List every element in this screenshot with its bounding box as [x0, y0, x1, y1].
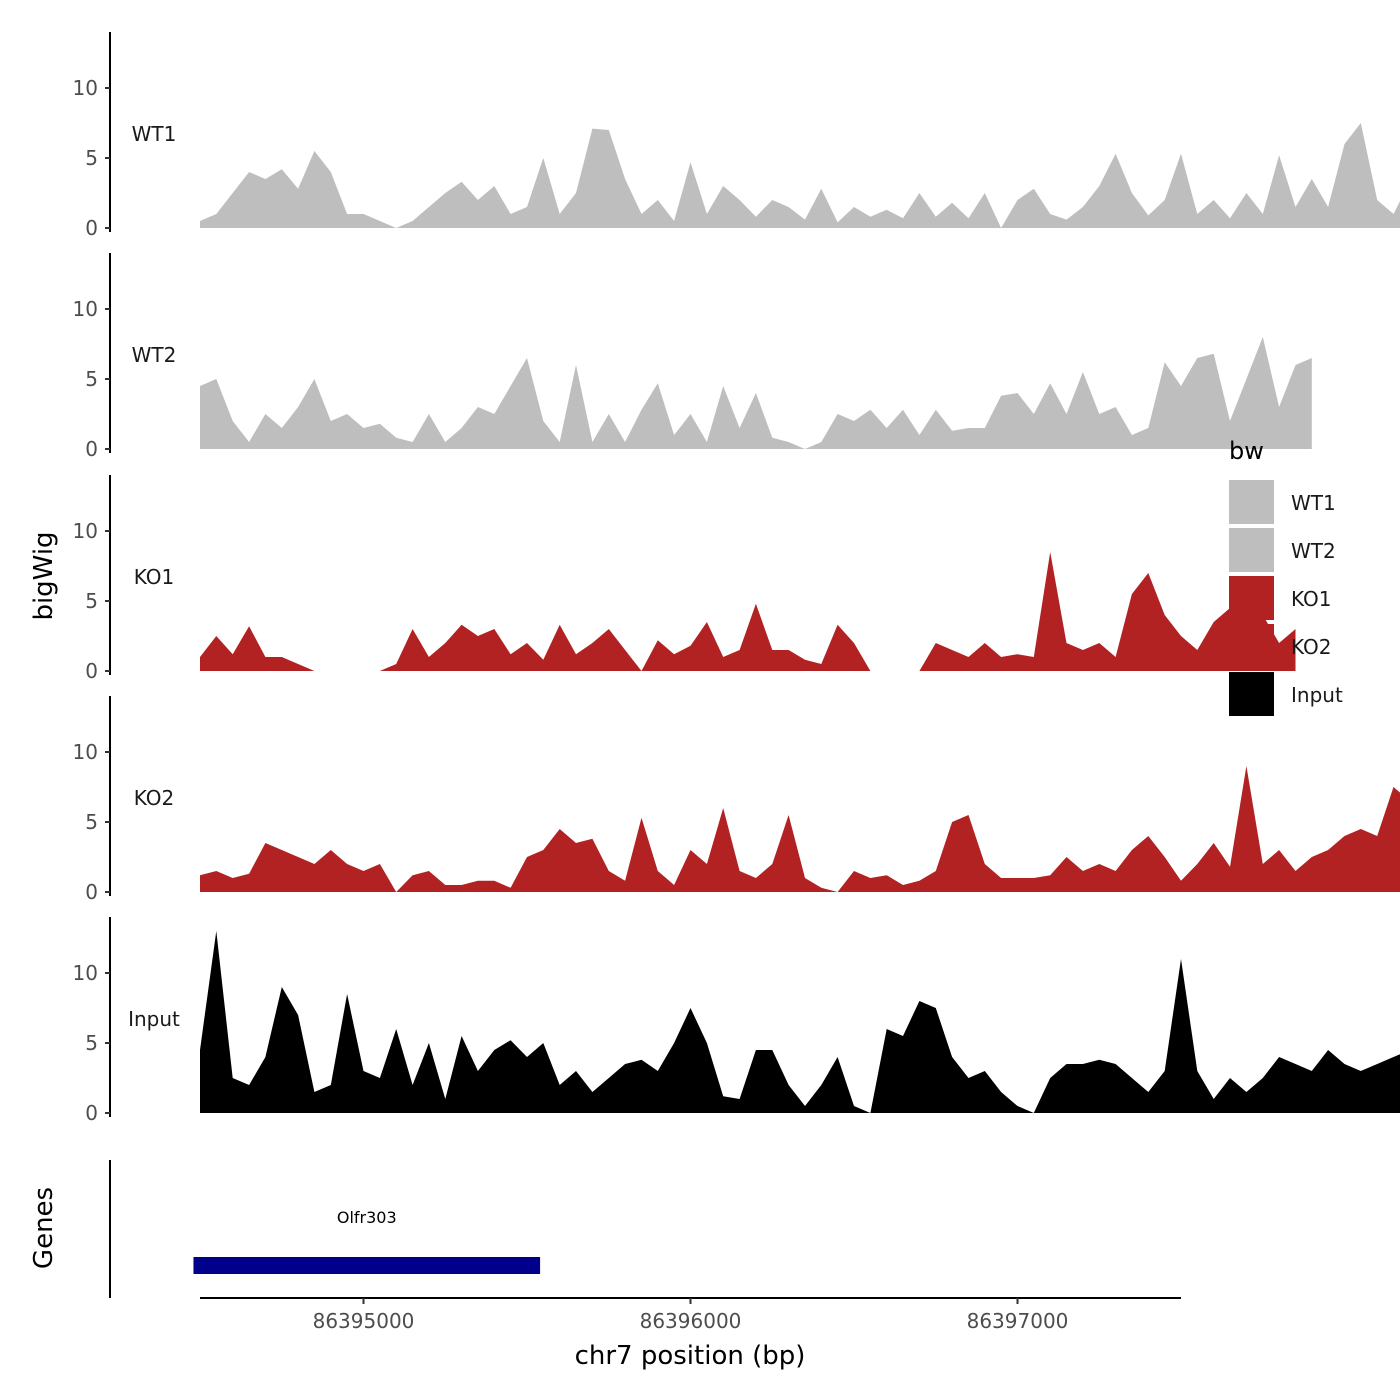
- track-label-wt1: WT1: [132, 122, 177, 146]
- coverage-area-ko2: [200, 766, 1400, 892]
- gene-olfr303: Olfr303: [193, 1208, 541, 1274]
- gene-body: [193, 1257, 541, 1274]
- track-label-wt2: WT2: [132, 343, 177, 367]
- y-tick-label-wt1: 10: [73, 76, 98, 100]
- y-tick-label-input: 5: [85, 1031, 98, 1055]
- y-tick-label-ko2: 5: [85, 810, 98, 834]
- bigwig-tracks: 0 5 10 WT1 0 5 10 WT2 0 5 10 KO1 0 5 10 KO2 0 5 10 Input: [73, 32, 1400, 1125]
- legend-swatch-ko1: [1229, 576, 1274, 620]
- y-tick-label-input: 0: [85, 1101, 98, 1125]
- coverage-area-ko1: [379, 603, 871, 671]
- track-input: 0 5 10 Input: [73, 917, 1400, 1125]
- legend-swatch-wt1: [1229, 480, 1274, 524]
- y-tick-label-wt2: 10: [73, 297, 98, 321]
- track-label-ko1: KO1: [134, 565, 175, 589]
- y-tick-label-ko2: 0: [85, 880, 98, 904]
- coverage-area-ko1: [200, 626, 315, 671]
- x-tick-label: 86397000: [967, 1309, 1069, 1333]
- y-tick-label-input: 10: [73, 961, 98, 985]
- x-tick-label: 86395000: [313, 1309, 415, 1333]
- track-wt1: 0 5 10 WT1: [73, 32, 1400, 240]
- legend-label-ko2: KO2: [1291, 635, 1332, 659]
- legend-label-ko1: KO1: [1291, 587, 1332, 611]
- x-axis: 86395000 86396000 86397000: [200, 1297, 1181, 1333]
- legend-swatch-ko2: [1229, 624, 1274, 668]
- track-ko1: 0 5 10 KO1: [73, 475, 1296, 683]
- coverage-area-wt2: [200, 337, 1312, 449]
- track-wt2: 0 5 10 WT2: [73, 253, 1312, 461]
- y-tick-label-ko1: 0: [85, 659, 98, 683]
- legend-swatch-wt2: [1229, 528, 1274, 572]
- y-tick-label-wt2: 0: [85, 437, 98, 461]
- legend-label-wt2: WT2: [1291, 539, 1336, 563]
- track-ko2: 0 5 10 KO2: [73, 696, 1400, 904]
- x-tick-label: 86396000: [640, 1309, 742, 1333]
- gene-label: Olfr303: [337, 1208, 397, 1227]
- y-tick-label-wt1: 0: [85, 216, 98, 240]
- y-axis-title-bigwig: bigWig: [29, 531, 59, 620]
- track-label-ko2: KO2: [134, 786, 175, 810]
- y-tick-label-ko2: 10: [73, 740, 98, 764]
- genes-panel: Olfr303: [109, 1160, 541, 1298]
- legend-swatch-input: [1229, 672, 1274, 716]
- x-axis-title: chr7 position (bp): [575, 1341, 806, 1371]
- coverage-area-wt1: [200, 123, 1400, 228]
- legend-title: bw: [1229, 437, 1264, 465]
- y-tick-label-ko1: 10: [73, 519, 98, 543]
- legend-label-wt1: WT1: [1291, 491, 1336, 515]
- legend: bw WT1 WT2 KO1 KO2 Input: [1229, 437, 1343, 716]
- legend-label-input: Input: [1291, 683, 1343, 707]
- coverage-area-input: [200, 931, 1400, 1113]
- y-tick-label-wt2: 5: [85, 367, 98, 391]
- y-axis-title-genes: Genes: [29, 1187, 59, 1269]
- y-tick-label-wt1: 5: [85, 146, 98, 170]
- y-tick-label-ko1: 5: [85, 589, 98, 613]
- track-label-input: Input: [128, 1007, 180, 1031]
